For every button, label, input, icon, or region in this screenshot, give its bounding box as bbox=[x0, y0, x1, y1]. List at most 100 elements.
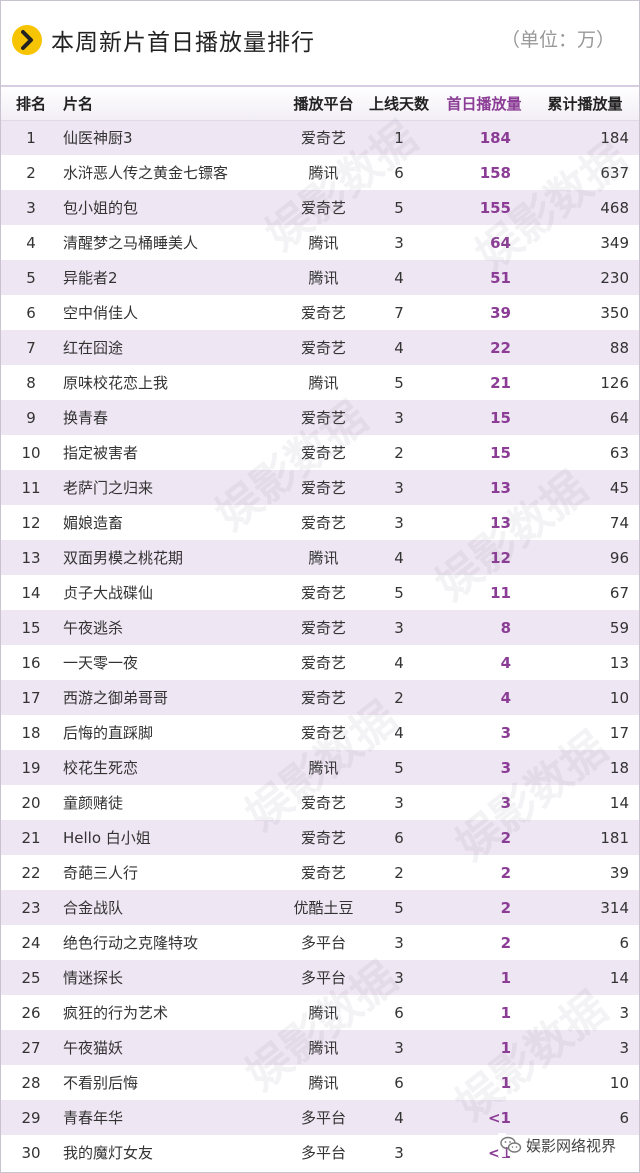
table-row: 10 指定被害者 爱奇艺 2 15 63 bbox=[1, 435, 639, 470]
cell-rank: 13 bbox=[21, 548, 41, 567]
cell-days: 2 bbox=[394, 443, 404, 462]
cell-platform: 爱奇艺 bbox=[300, 584, 346, 602]
cell-rank: 20 bbox=[21, 793, 41, 812]
col-header-first-day: 首日播放量 bbox=[437, 85, 531, 121]
cell-platform: 爱奇艺 bbox=[300, 654, 346, 672]
cell-first-day: 4 bbox=[500, 688, 511, 707]
table-row: 21 Hello 白小姐 爱奇艺 6 2 181 bbox=[1, 820, 639, 855]
cell-days: 4 bbox=[394, 268, 404, 287]
wechat-icon bbox=[500, 1136, 522, 1153]
cell-days: 3 bbox=[394, 618, 404, 637]
cell-rank: 18 bbox=[21, 723, 41, 742]
col-header-platform: 播放平台 bbox=[286, 85, 361, 121]
table-row: 7 红在囧途 爱奇艺 4 22 88 bbox=[1, 330, 639, 365]
cell-days: 2 bbox=[394, 863, 404, 882]
cell-total: 18 bbox=[609, 758, 629, 777]
table-row: 11 老萨门之归来 爱奇艺 3 13 45 bbox=[1, 470, 639, 505]
cell-first-day: 155 bbox=[479, 198, 511, 217]
cell-days: 6 bbox=[394, 1003, 404, 1022]
table-row: 3 包小姐的包 爱奇艺 5 155 468 bbox=[1, 190, 639, 225]
cell-days: 5 bbox=[394, 898, 404, 917]
cell-title: 指定被害者 bbox=[63, 444, 139, 462]
chevron-right-icon bbox=[12, 25, 42, 55]
cell-rank: 9 bbox=[26, 408, 36, 427]
cell-total: 14 bbox=[609, 793, 629, 812]
cell-rank: 12 bbox=[21, 513, 41, 532]
cell-first-day: 15 bbox=[490, 408, 511, 427]
ranking-table: 排名 片名 播放平台 上线天数 首日播放量 累计播放量 1 仙医神厨3 爱奇艺 1 18… bbox=[1, 85, 639, 1170]
cell-platform: 爱奇艺 bbox=[300, 864, 346, 882]
cell-platform: 爱奇艺 bbox=[300, 514, 346, 532]
cell-rank: 10 bbox=[21, 443, 41, 462]
cell-platform: 腾讯 bbox=[308, 549, 339, 567]
table-row: 22 奇葩三人行 爱奇艺 2 2 39 bbox=[1, 855, 639, 890]
cell-first-day: 3 bbox=[500, 758, 511, 777]
cell-title: 校花生死恋 bbox=[63, 759, 139, 777]
cell-title: Hello 白小姐 bbox=[63, 829, 151, 847]
cell-rank: 25 bbox=[21, 968, 41, 987]
cell-days: 5 bbox=[394, 583, 404, 602]
cell-platform: 腾讯 bbox=[308, 164, 339, 182]
cell-total: 230 bbox=[600, 268, 629, 287]
cell-rank: 2 bbox=[26, 163, 36, 182]
cell-title: 一天零一夜 bbox=[63, 654, 139, 672]
cell-first-day: 13 bbox=[490, 478, 511, 497]
cell-first-day: 51 bbox=[490, 268, 511, 287]
cell-first-day: 2 bbox=[500, 933, 511, 952]
cell-platform: 爱奇艺 bbox=[300, 689, 346, 707]
cell-title: 情迷探长 bbox=[63, 969, 124, 987]
cell-platform: 爱奇艺 bbox=[300, 829, 346, 847]
table-row: 8 原味校花恋上我 腾讯 5 21 126 bbox=[1, 365, 639, 400]
cell-first-day: 12 bbox=[490, 548, 511, 567]
cell-platform: 腾讯 bbox=[308, 374, 339, 392]
cell-total: 468 bbox=[600, 198, 629, 217]
unit-label: （单位：万） bbox=[500, 29, 615, 51]
cell-title: 媚娘造畜 bbox=[63, 514, 124, 532]
cell-first-day: 3 bbox=[500, 793, 511, 812]
cell-total: 10 bbox=[609, 1073, 629, 1092]
cell-total: 637 bbox=[600, 163, 629, 182]
cell-title: 原味校花恋上我 bbox=[63, 374, 169, 392]
cell-platform: 腾讯 bbox=[308, 1074, 339, 1092]
cell-platform: 爱奇艺 bbox=[300, 724, 346, 742]
cell-platform: 腾讯 bbox=[308, 269, 339, 287]
cell-platform: 爱奇艺 bbox=[300, 479, 346, 497]
cell-platform: 爱奇艺 bbox=[300, 619, 346, 637]
cell-total: 96 bbox=[609, 548, 629, 567]
table-row: 6 空中俏佳人 爱奇艺 7 39 350 bbox=[1, 295, 639, 330]
cell-total: 10 bbox=[609, 688, 629, 707]
cell-rank: 17 bbox=[21, 688, 41, 707]
cell-platform: 爱奇艺 bbox=[300, 129, 346, 148]
cell-title: 不看别后悔 bbox=[63, 1074, 139, 1092]
table-header-row: 排名 片名 播放平台 上线天数 首日播放量 累计播放量 bbox=[1, 85, 639, 121]
cell-total: 314 bbox=[600, 898, 629, 917]
cell-total: 349 bbox=[600, 233, 629, 252]
table-row: 5 异能者2 腾讯 4 51 230 bbox=[1, 260, 639, 295]
cell-total: 17 bbox=[609, 723, 629, 742]
cell-platform: 多平台 bbox=[300, 934, 346, 952]
cell-platform: 多平台 bbox=[300, 1109, 346, 1127]
cell-rank: 19 bbox=[21, 758, 41, 777]
cell-title: 空中俏佳人 bbox=[63, 304, 139, 322]
table-row: 2 水浒恶人传之黄金七镖客 腾讯 6 158 637 bbox=[1, 155, 639, 190]
cell-days: 5 bbox=[394, 373, 404, 392]
cell-total: 45 bbox=[609, 478, 629, 497]
cell-first-day: 158 bbox=[479, 163, 511, 182]
cell-total: 6 bbox=[619, 933, 629, 952]
cell-days: 3 bbox=[394, 933, 404, 952]
cell-days: 3 bbox=[394, 513, 404, 532]
cell-platform: 多平台 bbox=[300, 1144, 346, 1162]
cell-rank: 5 bbox=[26, 268, 36, 287]
cell-first-day: 8 bbox=[500, 618, 511, 637]
cell-days: 3 bbox=[394, 1038, 404, 1057]
col-header-total: 累计播放量 bbox=[531, 85, 639, 121]
cell-rank: 15 bbox=[21, 618, 41, 637]
cell-platform: 爱奇艺 bbox=[300, 199, 346, 217]
cell-rank: 4 bbox=[26, 233, 36, 252]
cell-title: 合金战队 bbox=[63, 899, 124, 917]
cell-first-day: 64 bbox=[490, 233, 511, 252]
cell-rank: 7 bbox=[26, 338, 36, 357]
page-title: 本周新片首日播放量排行 bbox=[51, 30, 315, 56]
